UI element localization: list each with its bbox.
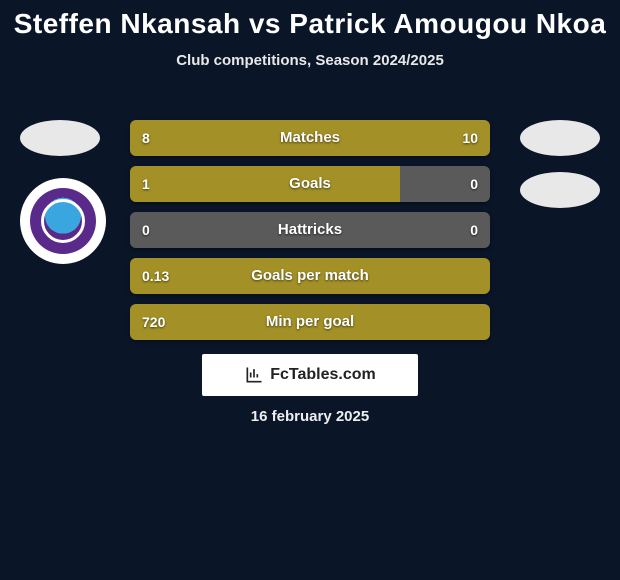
stat-row: Matches810	[130, 120, 490, 156]
stat-bar-right	[292, 120, 490, 156]
stat-bar-left	[130, 304, 490, 340]
chart-icon	[244, 365, 264, 385]
stat-row: Hattricks00	[130, 212, 490, 248]
stat-row: Min per goal720	[130, 304, 490, 340]
stat-bar-left	[130, 120, 292, 156]
stat-bar-track	[130, 120, 490, 156]
player-avatar-left	[20, 120, 100, 156]
stat-row: Goals per match0.13	[130, 258, 490, 294]
club-badge-inner	[30, 188, 96, 254]
stat-bar-left	[130, 166, 400, 202]
stat-bar-left	[130, 258, 490, 294]
footer-date: 16 february 2025	[0, 408, 620, 425]
club-placeholder-right	[520, 172, 600, 208]
stat-row: Goals10	[130, 166, 490, 202]
stat-bar-gap	[400, 166, 490, 202]
branding-badge[interactable]: FcTables.com	[202, 354, 418, 396]
club-badge-left	[20, 178, 106, 264]
player-avatar-right	[520, 120, 600, 156]
stat-bar-track	[130, 258, 490, 294]
comparison-card: Steffen Nkansah vs Patrick Amougou Nkoa …	[0, 0, 620, 580]
stats-table: Matches810 Goals10 Hattricks00 Goals per ma…	[130, 120, 490, 350]
stat-bar-track	[130, 212, 490, 248]
branding-text: FcTables.com	[270, 366, 376, 384]
stat-bar-gap	[130, 212, 490, 248]
page-title: Steffen Nkansah vs Patrick Amougou Nkoa	[0, 0, 620, 40]
stat-bar-track	[130, 304, 490, 340]
subtitle: Club competitions, Season 2024/2025	[0, 52, 620, 69]
stat-bar-track	[130, 166, 490, 202]
